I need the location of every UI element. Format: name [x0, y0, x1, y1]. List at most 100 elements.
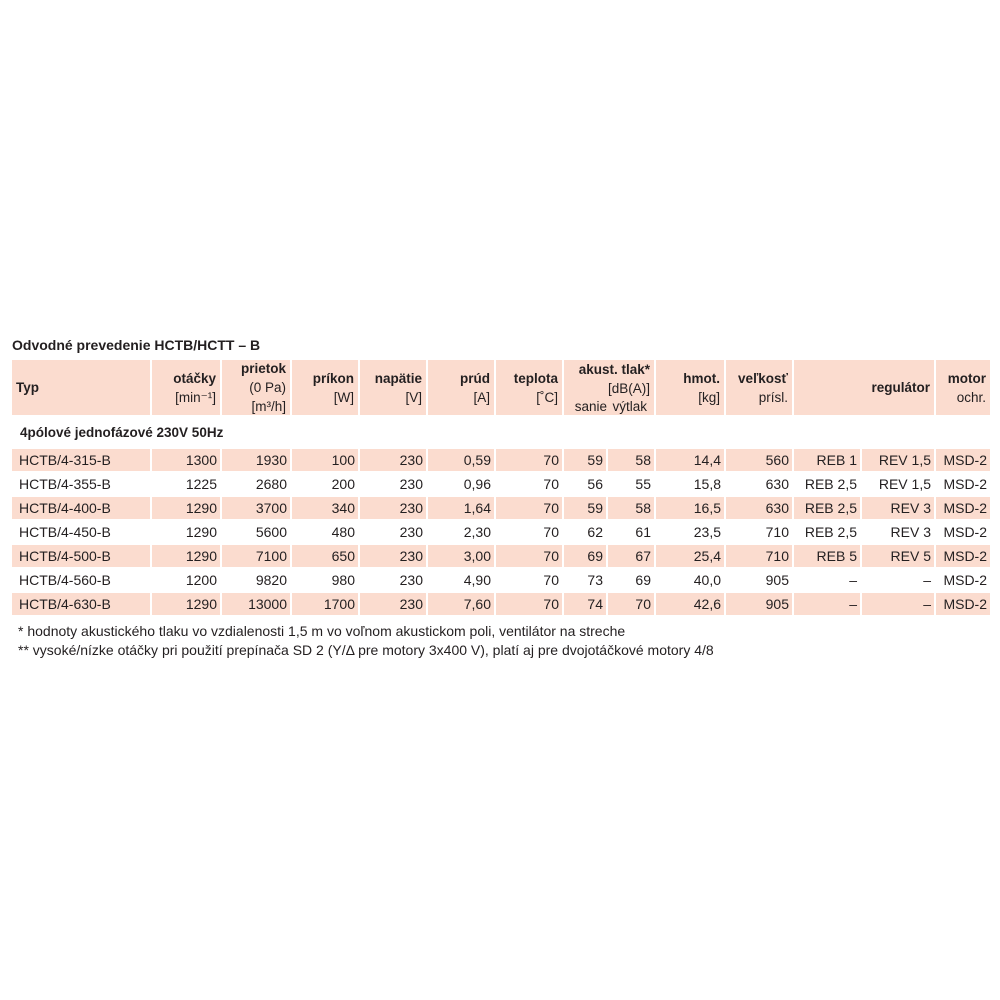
table-cell: MSD-2 [936, 497, 990, 519]
table-cell: MSD-2 [936, 449, 990, 471]
header-cell: hmot. [kg] [656, 360, 724, 415]
table-cell: 630 [765, 476, 789, 492]
table-cell: MSD-2 [936, 545, 990, 567]
table-cell: REV 3 [862, 497, 934, 519]
table-cell: REV 5 [862, 545, 934, 567]
table-cell: 1,64 [428, 497, 494, 519]
table-cell: 55 [635, 476, 651, 492]
table-cell: 340 [292, 497, 358, 519]
table-cell: 230 [399, 572, 423, 588]
table-cell: 5600 [255, 524, 287, 540]
table-cell: 710 [765, 524, 789, 540]
table-cell: 74 [564, 593, 606, 615]
header-cell: otáčky [min⁻¹] [152, 360, 220, 415]
table-cell: 710 [726, 545, 792, 567]
table-cell: 4,90 [463, 572, 491, 588]
table-cell: – [794, 593, 860, 615]
table-cell: 3700 [222, 497, 290, 519]
table-cell: 1200 [185, 572, 217, 588]
table-cell: 905 [765, 572, 789, 588]
table-cell: 2,30 [463, 524, 491, 540]
table-cell: 59 [564, 449, 606, 471]
header-line: [m³/h] [251, 399, 286, 414]
header-line: [min⁻¹] [175, 389, 216, 405]
table-cell: 69 [635, 572, 651, 588]
table-cell: HCTB/4-560-B [19, 572, 111, 588]
table-cell: 58 [608, 449, 654, 471]
table-cell: 70 [496, 497, 562, 519]
header-line: akust. tlak* [578, 362, 650, 377]
table-cell: 70 [543, 476, 559, 492]
table-cell: 14,4 [656, 449, 724, 471]
table-cell: 1290 [152, 593, 220, 615]
header-line: príkon [312, 370, 354, 386]
header-cell: akust. tlak* [dB(A)] [564, 360, 654, 415]
table-cell: REV 3 [890, 524, 931, 540]
table-cell: 100 [292, 449, 358, 471]
subheader-cell: sanie [574, 399, 607, 414]
header-line: veľkosť [738, 370, 788, 386]
table-title: Odvodné prevedenie HCTB/HCTT – B [12, 337, 261, 353]
table-cell: 58 [608, 497, 654, 519]
table-cell: HCTB/4-450-B [19, 524, 111, 540]
table-cell: 0,59 [428, 449, 494, 471]
table-cell: 70 [496, 593, 562, 615]
header-cell: príkon [W] [292, 360, 358, 415]
table-cell: 7100 [222, 545, 290, 567]
table-cell: REB 2,5 [794, 497, 860, 519]
header-line: [˚C] [536, 389, 558, 405]
table-cell: 1290 [152, 545, 220, 567]
header-line: [kg] [698, 389, 720, 405]
header-line: [dB(A)] [607, 381, 650, 396]
subheader-cell: výtlak [612, 399, 647, 414]
table-cell: 16,5 [656, 497, 724, 519]
table-cell: 56 [587, 476, 603, 492]
table-cell: 230 [360, 593, 426, 615]
table-cell: REB 5 [794, 545, 860, 567]
table-cell: 230 [399, 524, 423, 540]
table-cell: 230 [360, 449, 426, 471]
table-cell: 69 [564, 545, 606, 567]
table-cell: HCTB/4-315-B [12, 449, 150, 471]
table-cell: 70 [543, 524, 559, 540]
section-label: 4pólové jednofázové 230V 50Hz [20, 425, 224, 440]
footnote: * hodnoty akustického tlaku vo vzdialeno… [18, 623, 626, 639]
table-cell: 1300 [152, 449, 220, 471]
table-cell: 905 [726, 593, 792, 615]
table-cell: 15,8 [693, 476, 721, 492]
table-cell: 650 [292, 545, 358, 567]
header-cell: prietok (0 Pa) [m³/h] [222, 360, 290, 415]
table-cell: REB 2,5 [804, 524, 857, 540]
table-cell: 1930 [222, 449, 290, 471]
table-cell: 1290 [152, 497, 220, 519]
table-cell: 1290 [185, 524, 217, 540]
table-cell: HCTB/4-630-B [12, 593, 150, 615]
table-cell: 3,00 [428, 545, 494, 567]
table-cell: REV 1,5 [862, 449, 934, 471]
table-cell: 230 [399, 476, 423, 492]
table-cell: 9820 [255, 572, 287, 588]
table-cell: 70 [496, 449, 562, 471]
header-line: Typ [16, 380, 39, 395]
header-cell: Typ [12, 360, 150, 415]
header-cell: prúd [A] [428, 360, 494, 415]
table-cell: – [849, 572, 857, 588]
header-line: prísl. [758, 389, 788, 405]
header-line: [V] [405, 389, 422, 405]
table-cell: – [923, 572, 931, 588]
table-cell: HCTB/4-400-B [12, 497, 150, 519]
table-cell: 230 [360, 545, 426, 567]
header-line: teplota [513, 370, 558, 386]
header-line: [A] [473, 389, 490, 405]
table-cell: 62 [587, 524, 603, 540]
table-cell: 61 [635, 524, 651, 540]
table-cell: 230 [360, 497, 426, 519]
header-cell: teplota [˚C] [496, 360, 562, 415]
table-cell: MSD-2 [943, 524, 987, 540]
header-line: ochr. [956, 389, 986, 405]
header-cell: motor ochr. [936, 360, 990, 415]
table-cell: 13000 [222, 593, 290, 615]
table-cell: HCTB/4-500-B [12, 545, 150, 567]
table-cell: 560 [726, 449, 792, 471]
